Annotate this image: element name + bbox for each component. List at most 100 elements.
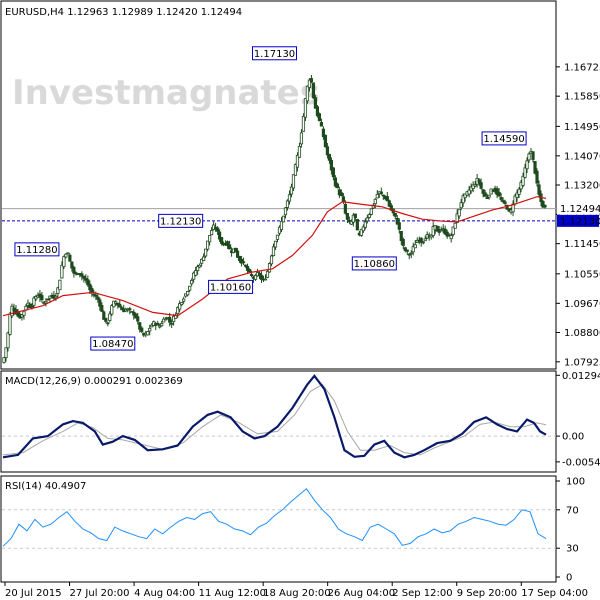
candle-body bbox=[94, 294, 98, 297]
candle-body bbox=[333, 177, 337, 187]
candle-body bbox=[393, 212, 397, 217]
candle-body bbox=[70, 261, 74, 269]
candle-body bbox=[267, 263, 272, 273]
candle-body bbox=[150, 324, 154, 328]
candle-body bbox=[190, 280, 194, 285]
candle-body bbox=[68, 254, 72, 262]
candle bbox=[80, 271, 84, 281]
candle-body bbox=[483, 192, 487, 197]
candle-body bbox=[467, 189, 471, 195]
candle-body bbox=[423, 238, 427, 242]
candle bbox=[192, 271, 196, 283]
candle-body bbox=[66, 252, 70, 255]
rsi-panel-frame bbox=[0, 475, 557, 583]
candle bbox=[259, 271, 264, 283]
candle bbox=[104, 317, 108, 324]
rsi-title: RSI(14) 40.4907 bbox=[5, 481, 86, 492]
candle bbox=[523, 163, 527, 179]
candle-body bbox=[301, 116, 306, 132]
candle bbox=[170, 319, 174, 329]
candle bbox=[309, 74, 314, 84]
candle-body bbox=[22, 311, 26, 316]
candle-body bbox=[275, 234, 280, 240]
candle-body bbox=[319, 122, 324, 127]
candle-body bbox=[148, 327, 152, 332]
candle bbox=[363, 218, 367, 230]
candle-body bbox=[110, 305, 114, 315]
moving-average-line bbox=[2, 196, 547, 317]
candle bbox=[329, 157, 333, 175]
price-tick-label: 1.14070 bbox=[564, 151, 600, 162]
candle-body bbox=[170, 322, 174, 325]
rsi-axis: 100 70 30 0 bbox=[556, 477, 585, 584]
rsi-tick-label: 70 bbox=[566, 505, 579, 516]
candle-body bbox=[387, 200, 391, 207]
candle-body bbox=[219, 237, 224, 244]
candle-body bbox=[473, 184, 477, 187]
candle-body bbox=[72, 266, 76, 274]
candle-body bbox=[243, 264, 248, 267]
candle bbox=[138, 321, 142, 333]
candle bbox=[100, 302, 104, 313]
candle-body bbox=[325, 146, 330, 156]
candle bbox=[463, 193, 467, 202]
price-axis: 1.167251.158501.149501.140701.132001.123… bbox=[556, 62, 600, 368]
candle-body bbox=[62, 256, 66, 268]
candle-body bbox=[192, 272, 196, 280]
candle-body bbox=[56, 287, 60, 294]
time-tick-label: 26 Aug 04:00 bbox=[328, 588, 395, 599]
rsi-tick-label: 0 bbox=[566, 573, 572, 584]
candle-body bbox=[293, 164, 298, 176]
candle bbox=[451, 226, 455, 237]
candle bbox=[353, 213, 357, 222]
candle-body bbox=[361, 226, 365, 232]
candle bbox=[315, 105, 320, 118]
candle bbox=[517, 187, 521, 199]
candle-body bbox=[527, 153, 531, 161]
candle-body bbox=[457, 208, 461, 217]
candle-body bbox=[385, 196, 389, 202]
candle-body bbox=[535, 170, 539, 184]
time-tick-label: 27 Jul 20:00 bbox=[70, 588, 130, 599]
candle-body bbox=[225, 241, 230, 246]
candle bbox=[365, 214, 369, 224]
candle bbox=[369, 208, 373, 216]
candle-body bbox=[168, 316, 172, 323]
watermark: Investmagnates bbox=[12, 73, 320, 113]
candle-body bbox=[453, 222, 457, 229]
annotation-box bbox=[208, 279, 254, 294]
candle bbox=[307, 78, 312, 92]
candle-body bbox=[525, 160, 529, 170]
candle-body bbox=[40, 295, 44, 301]
candle bbox=[319, 118, 324, 127]
candle bbox=[381, 194, 385, 200]
candle-body bbox=[373, 198, 377, 205]
candle-body bbox=[329, 159, 333, 171]
candle-body bbox=[515, 192, 519, 198]
candle-body bbox=[6, 332, 10, 349]
candle-body bbox=[128, 308, 132, 311]
candle bbox=[497, 187, 501, 198]
candle-body bbox=[445, 231, 449, 237]
price-tick-label: 1.14950 bbox=[564, 122, 600, 133]
candle-body bbox=[4, 347, 8, 359]
candle bbox=[257, 270, 262, 280]
candle bbox=[134, 312, 138, 319]
candle bbox=[243, 264, 248, 268]
candle bbox=[483, 190, 487, 197]
candle-body bbox=[449, 235, 453, 240]
annotation-label: 1.08470 bbox=[92, 339, 133, 350]
candle bbox=[361, 224, 365, 234]
candle-body bbox=[313, 97, 318, 109]
annotation-box bbox=[14, 242, 60, 257]
candle bbox=[225, 240, 230, 249]
rsi-line bbox=[2, 487, 547, 547]
candle bbox=[164, 316, 168, 321]
candle-body bbox=[249, 273, 254, 277]
candle bbox=[297, 142, 302, 158]
candle-body bbox=[461, 195, 465, 204]
candle bbox=[188, 285, 192, 293]
candle-body bbox=[399, 231, 403, 241]
candle-body bbox=[381, 194, 385, 197]
main-panel: EURUSD,H4 1.12963 1.12989 1.12420 1.1249… bbox=[0, 0, 600, 370]
